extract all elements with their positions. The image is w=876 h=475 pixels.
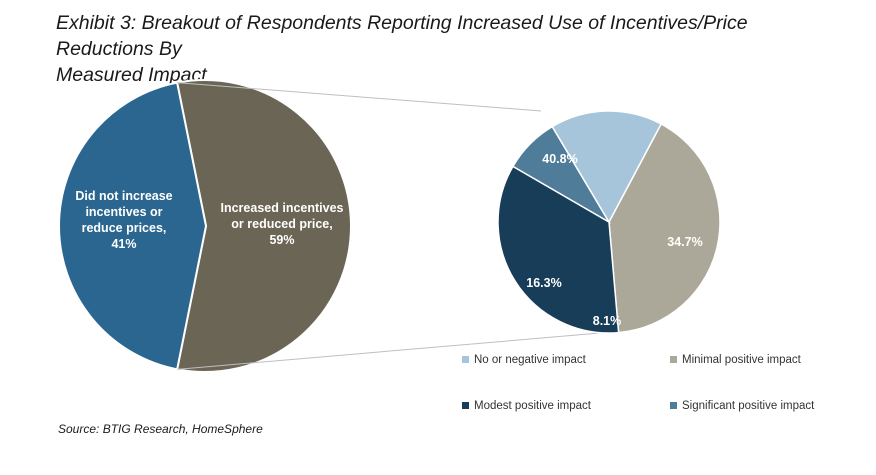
pie-label-increased: Increased incentives or reduced price, 59% [221,201,344,247]
chart-title-line-2: Measured Impact [56,64,207,86]
chart-title-line-1: Exhibit 3: Breakout of Respondents Repor… [56,12,748,60]
legend-item-significant: Significant positive impact [670,400,815,412]
data-label-modest: 34.7% [667,235,702,249]
connector-line-bottom [177,332,601,370]
data-label-minimal: 40.8% [542,152,577,166]
legend-swatch [670,402,677,409]
pie-slice-minimal [608,122,721,334]
chart-title: Exhibit 3: Breakout of Respondents Repor… [56,10,836,88]
pie-label-did-not-increase: Did not increase incentives or reduce pric… [75,189,172,251]
pie-slice-no-or-negative [551,110,663,224]
pie-slice-did-not-increase [57,81,208,371]
legend-label: Significant positive impact [682,400,815,412]
legend-label: Minimal positive impact [682,354,802,366]
data-label-significant: 8.1% [593,314,622,328]
connector-line-top [177,82,542,112]
legend-swatch [670,356,677,363]
pie-slice-modest [497,165,620,334]
legend-swatch [462,402,469,409]
pie-slice-increased [175,79,352,373]
source-note: Source: BTIG Research, HomeSphere [58,422,263,436]
legend-item-minimal: Minimal positive impact [670,354,802,366]
legend-item-no-or-negative: No or negative impact [462,354,587,366]
data-label-no-or-negative: 16.3% [526,276,561,290]
legend-swatch [462,356,469,363]
legend-item-modest: Modest positive impact [462,400,592,412]
legend-label: Modest positive impact [474,400,592,412]
legend-label: No or negative impact [474,354,587,366]
